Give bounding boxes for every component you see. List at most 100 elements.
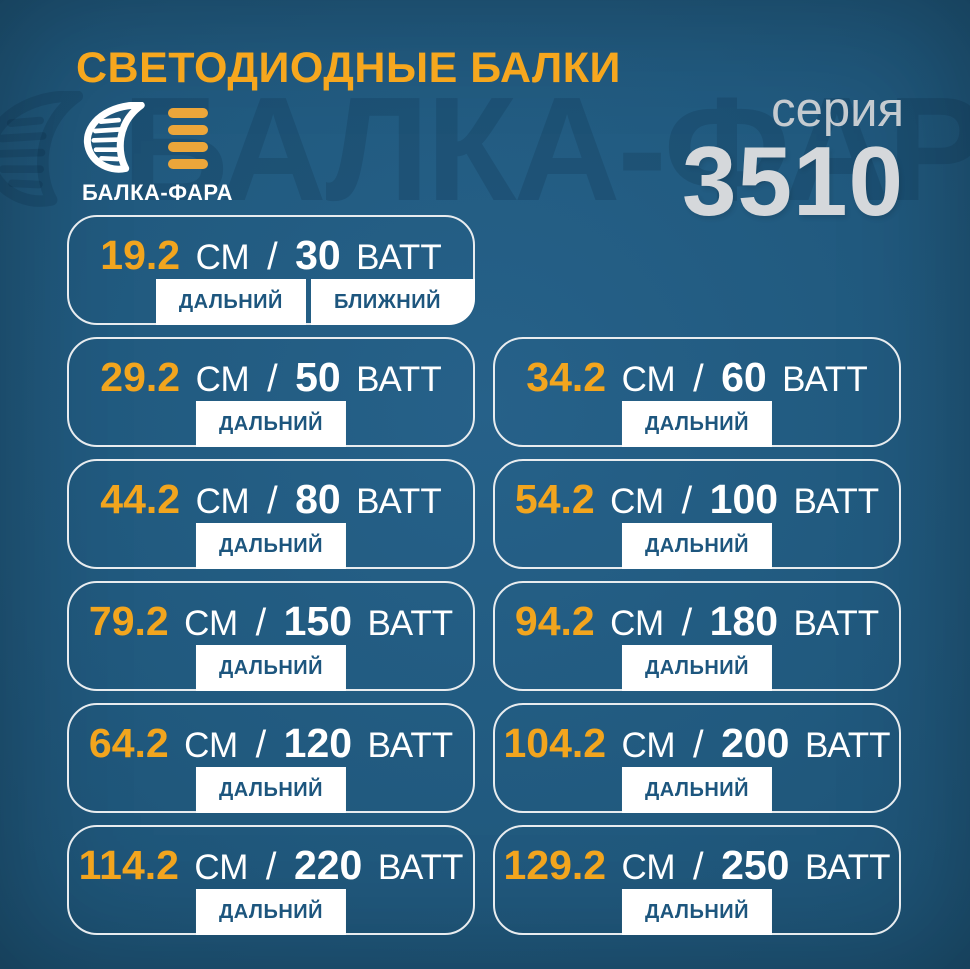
page-title: СВЕТОДИОДНЫЕ БАЛКИ: [76, 44, 621, 92]
beam-mode-label: БЛИЖНИЙ: [333, 290, 441, 313]
product-spec: 114.2 СМ / 220 ВАТТ: [69, 841, 473, 899]
beam-mode-label: ДАЛЬНИЙ: [644, 900, 750, 923]
beam-mode-label: ДАЛЬНИЙ: [218, 656, 324, 679]
beam-mode-tab: ДАЛЬНИЙ: [195, 645, 347, 691]
watts-unit: ВАТТ: [356, 482, 442, 521]
watts-unit: ВАТТ: [367, 726, 454, 765]
beam-mode-tabs: ДАЛЬНИЙ: [195, 523, 347, 569]
length-value: 44.2: [100, 476, 181, 522]
product-spec: 34.2 СМ / 60 ВАТТ: [495, 353, 899, 411]
product-grid: 19.2 СМ / 30 ВАТТ ДАЛЬНИЙ БЛИЖНИЙ 29.2 СМ…: [67, 215, 901, 935]
beam-mode-tabs: ДАЛЬНИЙ: [195, 767, 347, 813]
spec-separator: /: [265, 846, 277, 888]
product-card: 114.2 СМ / 220 ВАТТ ДАЛЬНИЙ: [67, 825, 475, 935]
series-block: серия 3510: [682, 83, 904, 230]
length-value: 19.2: [100, 232, 181, 278]
watts-unit: ВАТТ: [804, 848, 891, 887]
watts-value: 80: [295, 476, 341, 522]
length-unit: СМ: [610, 604, 665, 643]
spec-separator: /: [693, 846, 704, 888]
length-unit: СМ: [621, 848, 676, 887]
length-value: 104.2: [503, 720, 607, 766]
watts-unit: ВАТТ: [793, 482, 880, 521]
beam-mode-tab: ДАЛЬНИЙ: [195, 889, 347, 935]
beam-mode-label: ДАЛЬНИЙ: [218, 534, 324, 557]
beam-mode-tab: ДАЛЬНИЙ: [621, 523, 773, 569]
watts-value: 180: [709, 598, 779, 644]
length-value: 79.2: [88, 598, 169, 644]
length-value: 64.2: [88, 720, 169, 766]
length-unit: СМ: [194, 848, 249, 887]
length-unit: СМ: [184, 604, 239, 643]
beam-mode-tab: ДАЛЬНИЙ: [621, 645, 773, 691]
spec-separator: /: [255, 724, 267, 766]
beam-mode-label: ДАЛЬНИЙ: [178, 290, 283, 313]
beam-mode-tabs: ДАЛЬНИЙ: [621, 401, 773, 447]
length-unit: СМ: [621, 360, 676, 399]
watts-value: 150: [283, 598, 353, 644]
brand-name: БАЛКА-ФАРА: [82, 180, 233, 205]
beam-mode-tabs: ДАЛЬНИЙ БЛИЖНИЙ: [155, 279, 475, 325]
spec-separator: /: [267, 236, 278, 278]
spec-separator: /: [693, 724, 704, 766]
watts-unit: ВАТТ: [377, 848, 464, 887]
watts-value: 220: [293, 842, 363, 888]
beam-mode-tabs: ДАЛЬНИЙ: [621, 645, 773, 691]
length-unit: СМ: [195, 238, 250, 277]
watts-unit: ВАТТ: [793, 604, 880, 643]
length-value: 34.2: [526, 354, 607, 400]
beam-mode-label: ДАЛЬНИЙ: [218, 778, 324, 801]
length-unit: СМ: [184, 726, 239, 765]
beam-mode-tab: БЛИЖНИЙ: [310, 279, 475, 325]
length-value: 114.2: [78, 842, 179, 888]
beam-mode-tab: ДАЛЬНИЙ: [621, 889, 773, 935]
watts-unit: ВАТТ: [782, 360, 868, 399]
length-unit: СМ: [195, 360, 250, 399]
beam-mode-tab: ДАЛЬНИЙ: [195, 401, 347, 447]
beam-mode-tabs: ДАЛЬНИЙ: [195, 889, 347, 935]
beam-mode-tab: ДАЛЬНИЙ: [155, 279, 306, 325]
beam-mode-label: ДАЛЬНИЙ: [644, 534, 750, 557]
product-card: 79.2 СМ / 150 ВАТТ ДАЛЬНИЙ: [67, 581, 475, 691]
series-label: серия: [771, 83, 904, 137]
product-card: 64.2 СМ / 120 ВАТТ ДАЛЬНИЙ: [67, 703, 475, 813]
spec-separator: /: [681, 480, 693, 522]
beam-mode-label: ДАЛЬНИЙ: [644, 778, 750, 801]
beam-mode-tab: ДАЛЬНИЙ: [621, 767, 773, 813]
grid-spacer: [493, 215, 901, 325]
length-value: 94.2: [514, 598, 595, 644]
length-unit: СМ: [621, 726, 676, 765]
watts-value: 60: [721, 354, 767, 400]
watts-value: 50: [295, 354, 341, 400]
product-card: 44.2 СМ / 80 ВАТТ ДАЛЬНИЙ: [67, 459, 475, 569]
product-card: 94.2 СМ / 180 ВАТТ ДАЛЬНИЙ: [493, 581, 901, 691]
product-card: 129.2 СМ / 250 ВАТТ ДАЛЬНИЙ: [493, 825, 901, 935]
watts-value: 250: [721, 842, 790, 888]
product-card: 54.2 СМ / 100 ВАТТ ДАЛЬНИЙ: [493, 459, 901, 569]
spec-separator: /: [255, 602, 267, 644]
watts-value: 30: [295, 232, 341, 278]
watts-value: 120: [283, 720, 353, 766]
product-spec: 29.2 СМ / 50 ВАТТ: [69, 353, 473, 411]
product-card: 34.2 СМ / 60 ВАТТ ДАЛЬНИЙ: [493, 337, 901, 447]
beam-mode-label: ДАЛЬНИЙ: [644, 412, 750, 435]
product-spec: 94.2 СМ / 180 ВАТТ: [495, 597, 899, 655]
headlight-lens-icon: [83, 102, 145, 173]
watts-unit: ВАТТ: [804, 726, 891, 765]
product-card: 19.2 СМ / 30 ВАТТ ДАЛЬНИЙ БЛИЖНИЙ: [67, 215, 475, 325]
length-value: 129.2: [503, 842, 607, 888]
beam-mode-tab: ДАЛЬНИЙ: [621, 401, 773, 447]
length-value: 54.2: [514, 476, 595, 522]
spec-separator: /: [693, 358, 704, 400]
product-card: 104.2 СМ / 200 ВАТТ ДАЛЬНИЙ: [493, 703, 901, 813]
watts-unit: ВАТТ: [356, 360, 442, 399]
spec-separator: /: [267, 480, 278, 522]
watts-value: 200: [721, 720, 790, 766]
beam-mode-label: ДАЛЬНИЙ: [218, 412, 324, 435]
beam-mode-tabs: ДАЛЬНИЙ: [195, 645, 347, 691]
beam-mode-tabs: ДАЛЬНИЙ: [195, 401, 347, 447]
beam-mode-label: ДАЛЬНИЙ: [644, 656, 750, 679]
product-spec: 79.2 СМ / 150 ВАТТ: [69, 597, 473, 655]
beam-mode-tab: ДАЛЬНИЙ: [195, 523, 347, 569]
